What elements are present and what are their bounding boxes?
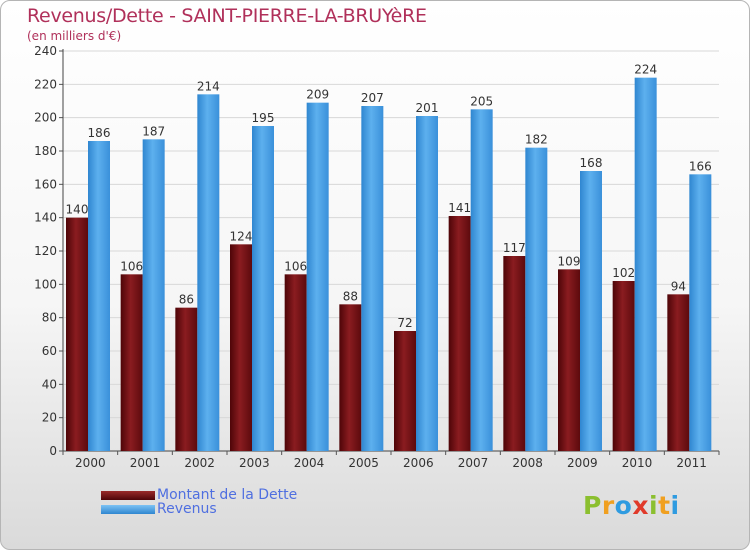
logo-letter: o: [614, 491, 633, 520]
data-label-debt: 106: [120, 259, 143, 273]
data-label-debt: 117: [503, 241, 526, 255]
x-tick-label: 2003: [239, 456, 270, 470]
data-label-revenue: 224: [634, 63, 657, 77]
x-tick-label: 2005: [348, 456, 379, 470]
bar-debt: [503, 256, 526, 451]
bar-revenue: [361, 106, 384, 451]
data-label-revenue: 186: [88, 126, 111, 140]
bar-debt: [175, 307, 198, 451]
label-layer: 140 186 106 187 86 214 124 195 106 209 88 207 72 201 1…: [66, 63, 712, 330]
grid-layer: [63, 50, 719, 452]
x-tick-label: 2007: [458, 456, 489, 470]
data-label-debt: 141: [448, 201, 471, 215]
data-label-revenue: 168: [580, 156, 603, 170]
bar-debt: [66, 217, 88, 451]
y-tick-label: 20: [42, 411, 57, 425]
y-tick-label: 80: [42, 311, 57, 325]
data-label-debt: 140: [66, 203, 89, 217]
data-label-revenue: 182: [525, 133, 548, 147]
bar-layer: [66, 77, 712, 452]
legend-swatch-revenue: [101, 504, 155, 514]
y-tick-label: 40: [42, 377, 57, 391]
x-tick-label: 2010: [622, 456, 653, 470]
legend-label-revenue: Revenus: [157, 501, 217, 517]
bar-debt: [612, 281, 635, 451]
logo-letter: x: [632, 491, 649, 520]
data-label-debt: 109: [558, 254, 581, 268]
data-label-revenue: 195: [252, 111, 275, 125]
x-tick-label: 2009: [567, 456, 598, 470]
data-label-debt: 72: [397, 316, 412, 330]
logo-letter: i: [670, 491, 680, 520]
y-tick-label: 60: [42, 344, 57, 358]
x-tick-label: 2000: [75, 456, 106, 470]
bar-debt: [284, 274, 307, 451]
bar-debt: [448, 216, 471, 451]
x-tick-label: 2011: [676, 456, 707, 470]
data-label-revenue: 207: [361, 91, 384, 105]
y-tick-label: 120: [34, 244, 57, 258]
logo-letter: P: [583, 491, 602, 520]
data-label-revenue: 214: [197, 79, 220, 93]
data-label-revenue: 187: [142, 124, 165, 138]
bar-debt: [230, 244, 252, 451]
data-label-debt: 88: [343, 289, 358, 303]
x-tick-label: 2004: [294, 456, 325, 470]
bar-debt: [339, 304, 362, 451]
data-label-debt: 124: [230, 229, 253, 243]
chart-subtitle: (en milliers d'€): [27, 29, 122, 43]
bar-revenue: [580, 171, 602, 451]
legend-item-revenue: Revenus: [101, 501, 217, 517]
data-label-debt: 106: [284, 259, 307, 273]
legend-label-debt: Montant de la Dette: [157, 487, 298, 503]
bar-revenue: [416, 116, 438, 451]
logo-letter: i: [649, 491, 659, 520]
bar-revenue: [142, 139, 165, 452]
y-tick-label: 220: [34, 77, 57, 91]
bar-debt: [667, 294, 690, 451]
bar-revenue: [88, 141, 110, 451]
bar-revenue: [525, 147, 548, 451]
bar-revenue: [470, 109, 493, 451]
data-label-revenue: 201: [416, 101, 439, 115]
bar-revenue: [306, 102, 329, 452]
logo-letter: r: [601, 491, 615, 520]
y-tick-label: 240: [34, 44, 57, 58]
legend-item-debt: Montant de la Dette: [101, 487, 298, 503]
proxiti-logo: Proxiti: [583, 491, 680, 520]
bar-revenue: [252, 126, 274, 451]
bar-revenue: [197, 94, 220, 451]
bar-revenue: [689, 174, 712, 452]
x-tick-label: 2008: [512, 456, 543, 470]
bar-revenue: [634, 77, 657, 452]
data-label-revenue: 205: [470, 94, 493, 108]
x-tick-label: 2001: [130, 456, 161, 470]
x-tick-label: 2002: [184, 456, 215, 470]
data-label-revenue: 209: [306, 88, 329, 102]
y-tick-label: 180: [34, 144, 57, 158]
chart-title: Revenus/Dette - SAINT-PIERRE-LA-BRUYèRE: [27, 5, 427, 27]
logo-letter: t: [658, 491, 671, 520]
axis-layer: 0 20 40 60 80 100 120 140 160 180 200 220 240 2000 200…: [34, 44, 720, 470]
bar-debt: [394, 331, 416, 451]
data-label-debt: 86: [179, 293, 194, 307]
bar-debt: [120, 274, 143, 451]
y-tick-label: 160: [34, 177, 57, 191]
data-label-revenue: 166: [689, 159, 712, 173]
data-label-debt: 102: [612, 266, 635, 280]
x-tick-label: 2006: [403, 456, 434, 470]
y-tick-label: 0: [49, 444, 57, 458]
bar-debt: [558, 269, 580, 451]
legend-swatch-debt: [101, 490, 155, 500]
data-label-debt: 94: [671, 279, 686, 293]
y-tick-label: 140: [34, 211, 57, 225]
y-tick-label: 100: [34, 277, 57, 291]
y-tick-label: 200: [34, 111, 57, 125]
